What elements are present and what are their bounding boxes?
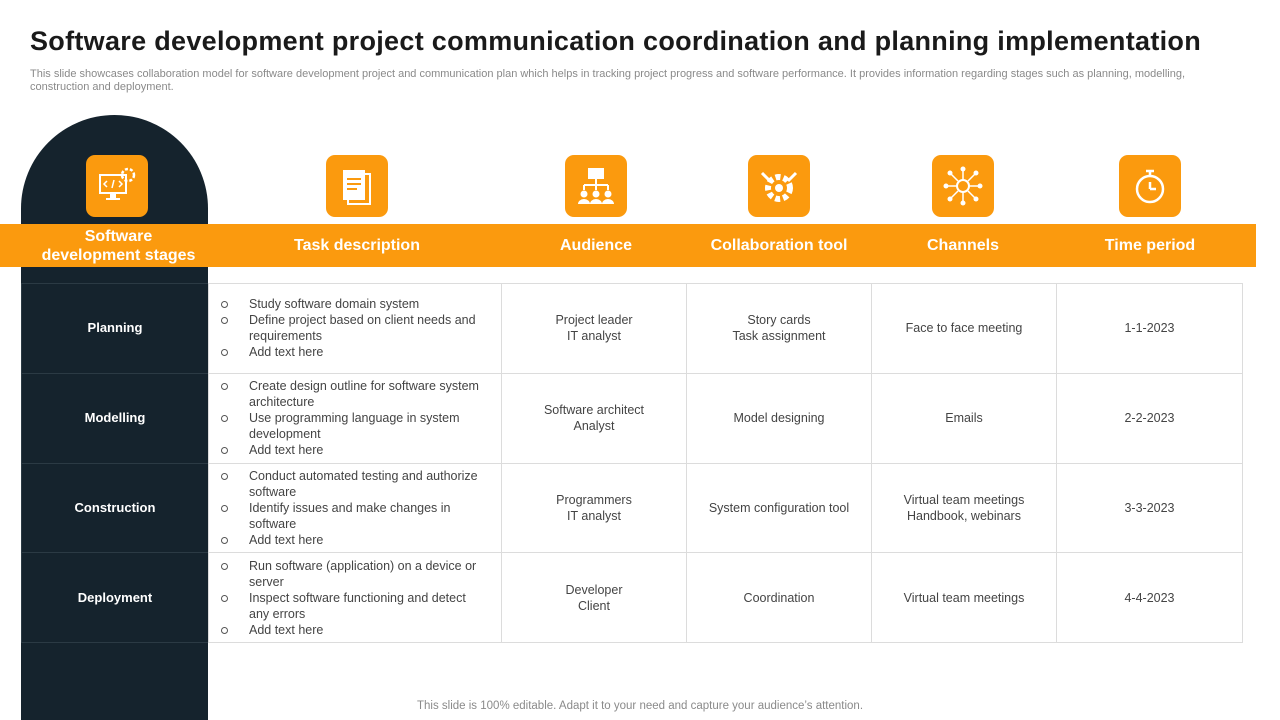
channels-lines: Virtual team meetings Handbook, webinars (904, 492, 1025, 524)
tasks-cell: Conduct automated testing and authorize … (208, 462, 502, 554)
task-item: Define project based on client needs and… (221, 312, 479, 344)
audience-lines: Project leader IT analyst (555, 312, 632, 344)
task-list: Study software domain system Define proje… (209, 296, 479, 360)
stage-cell: Construction (21, 462, 209, 554)
audience-text: IT analyst (567, 508, 621, 523)
audience-cell: Software architect Analyst (501, 372, 687, 464)
channels-text: Handbook, webinars (907, 508, 1021, 523)
task-item: Add text here (221, 622, 479, 638)
channels-text: Face to face meeting (905, 321, 1023, 336)
tool-cell: Coordination (686, 552, 872, 643)
audience-cell: Developer Client (501, 552, 687, 643)
header-cell: Time period (1104, 237, 1196, 254)
tool-lines: Story cards Task assignment (732, 312, 825, 344)
icon-time (1119, 155, 1181, 217)
stage-cell: Planning (21, 283, 209, 374)
icon-software (86, 155, 148, 217)
header-cell: Channels (926, 237, 999, 254)
task-list: Conduct automated testing and authorize … (209, 468, 479, 548)
stage-text: Modelling (84, 410, 146, 426)
header-text: development stages (41, 246, 196, 264)
stage-text: Deployment (77, 589, 153, 605)
tasks-cell: Create design outline for software syste… (208, 372, 502, 464)
tool-lines: Model designing (733, 410, 824, 426)
header-cell: Collaboration tool (710, 237, 848, 254)
channels-cell: Virtual team meetings (871, 552, 1057, 643)
tool-text: Model designing (733, 411, 825, 426)
time-text: 1-1-2023 (1124, 321, 1175, 336)
tool-lines: Coordination (744, 590, 815, 606)
task-item: Identify issues and make changes in soft… (221, 500, 479, 532)
audience-cell: Project leader IT analyst (501, 283, 687, 374)
stage-text: Construction (74, 499, 156, 515)
header-cell: Audience (559, 237, 632, 254)
time-cell: 1-1-2023 (1056, 283, 1243, 374)
task-item: Conduct automated testing and authorize … (221, 468, 478, 499)
task-item: Study software domain system (221, 296, 479, 312)
audience-lines: Programmers IT analyst (556, 492, 632, 524)
icon-channels (932, 155, 994, 217)
stage-cell: Deployment (21, 552, 209, 643)
audience-text: Client (578, 598, 610, 613)
time-cell: 4-4-2023 (1056, 552, 1243, 643)
tool-text: Task assignment (732, 329, 826, 344)
audience-text: Developer (565, 582, 623, 597)
time-cell: 2-2-2023 (1056, 372, 1243, 464)
audience-text: Analyst (573, 419, 615, 434)
task-item: Use programming language in system devel… (221, 410, 479, 442)
header-cell: Software development stages (21, 224, 216, 267)
audience-lines: Developer Client (566, 582, 623, 614)
task-item: Run software (application) on a device o… (221, 558, 479, 590)
channels-text: Emails (945, 411, 983, 426)
footer: This slide is 100% editable. Adapt it to… (416, 700, 864, 712)
tool-cell: Model designing (686, 372, 872, 464)
channels-lines: Emails (945, 410, 983, 426)
icon-tool (748, 155, 810, 217)
audience-lines: Software architect Analyst (544, 402, 644, 434)
tool-lines: System configuration tool (709, 500, 849, 516)
task-item: Add text here (221, 442, 479, 458)
tool-text: System configuration tool (708, 500, 850, 515)
subtitle: This slide showcases collaboration model… (30, 68, 1185, 93)
stage-text: Planning (87, 320, 143, 336)
tool-text: Coordination (743, 590, 815, 605)
audience-text: Programmers (556, 492, 632, 507)
audience-text: Software architect (543, 403, 645, 418)
task-list: Create design outline for software syste… (209, 378, 479, 458)
header-band (0, 224, 1256, 267)
channels-cell: Virtual team meetings Handbook, webinars (871, 462, 1057, 554)
header-text: Software (84, 227, 153, 245)
time-text: 4-4-2023 (1124, 590, 1175, 605)
channels-lines: Virtual team meetings (904, 590, 1025, 606)
channels-cell: Emails (871, 372, 1057, 464)
audience-text: Project leader (555, 313, 633, 328)
tasks-cell: Run software (application) on a device o… (208, 552, 502, 643)
icon-audience (565, 155, 627, 217)
audience-text: IT analyst (567, 329, 621, 344)
tool-text: Story cards (747, 313, 811, 328)
task-item: Add text here (221, 344, 479, 360)
channels-text: Virtual team meetings (903, 492, 1025, 507)
header-cell: Task description (294, 237, 420, 254)
task-item: Create design outline for software syste… (221, 379, 479, 410)
channels-cell: Face to face meeting (871, 283, 1057, 374)
time-text: 2-2-2023 (1124, 411, 1175, 426)
icon-task (326, 155, 388, 217)
stage-cell: Modelling (21, 372, 209, 464)
channels-lines: Face to face meeting (906, 320, 1023, 336)
channels-text: Virtual team meetings (903, 590, 1025, 605)
task-item: Add text here (221, 532, 479, 548)
task-item: Inspect software functioning and detect … (221, 590, 479, 622)
tasks-cell: Study software domain system Define proje… (208, 283, 502, 374)
title: Software development project communicati… (30, 26, 1202, 56)
audience-cell: Programmers IT analyst (501, 462, 687, 554)
time-cell: 3-3-2023 (1056, 462, 1243, 554)
time-text: 3-3-2023 (1124, 500, 1175, 515)
tool-cell: Story cards Task assignment (686, 283, 872, 374)
tool-cell: System configuration tool (686, 462, 872, 554)
task-list: Run software (application) on a device o… (209, 558, 479, 638)
